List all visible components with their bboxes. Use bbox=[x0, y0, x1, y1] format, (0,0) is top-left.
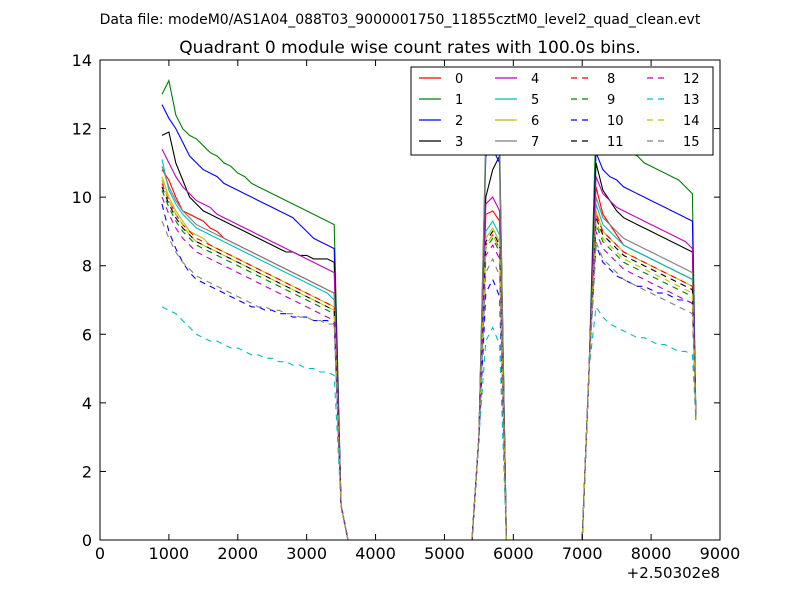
plot-frame bbox=[99, 59, 721, 541]
legend-label-13: 13 bbox=[683, 93, 700, 108]
legend-label-14: 14 bbox=[683, 114, 700, 129]
legend-label-12: 12 bbox=[683, 72, 700, 87]
x-tick-label: 4000 bbox=[355, 544, 396, 563]
legend-label-11: 11 bbox=[607, 135, 624, 150]
series-line-4 bbox=[161, 148, 697, 541]
series-line-12 bbox=[161, 196, 697, 541]
y-tick-label: 14 bbox=[72, 51, 92, 70]
legend-label-10: 10 bbox=[607, 114, 624, 129]
series-line-2 bbox=[161, 104, 697, 541]
series-line-11 bbox=[161, 186, 697, 541]
legend-label-7: 7 bbox=[531, 135, 539, 150]
y-tick-label: 0 bbox=[82, 531, 92, 550]
series-line-0 bbox=[161, 169, 697, 541]
legend-label-15: 15 bbox=[683, 135, 700, 150]
x-tick-label: 1000 bbox=[149, 544, 190, 563]
series-line-15 bbox=[161, 220, 697, 541]
legend-label-0: 0 bbox=[455, 72, 463, 87]
legend-label-9: 9 bbox=[607, 93, 615, 108]
legend-label-4: 4 bbox=[531, 72, 539, 87]
series-line-7 bbox=[161, 119, 697, 541]
legend-label-1: 1 bbox=[455, 93, 463, 108]
y-tick-label: 10 bbox=[72, 188, 92, 207]
chart-title: Quadrant 0 module wise count rates with … bbox=[179, 38, 640, 58]
y-tick-label: 12 bbox=[72, 120, 92, 139]
axis-ticks: 0 1000 2000 3000 4000 5000 6000 7000 8000 9000 0 2 4… bbox=[72, 51, 741, 563]
legend-box bbox=[410, 66, 714, 156]
legend-label-6: 6 bbox=[531, 114, 539, 129]
legend-label-8: 8 bbox=[607, 72, 615, 87]
x-offset-label: +2.50302e8 bbox=[627, 564, 720, 582]
legend-label-2: 2 bbox=[455, 114, 463, 129]
x-tick-label: 9000 bbox=[700, 544, 741, 563]
x-tick-label: 5000 bbox=[424, 544, 465, 563]
x-tick-label: 2000 bbox=[217, 544, 258, 563]
x-tick-label: 3000 bbox=[286, 544, 327, 563]
series-line-3 bbox=[161, 131, 697, 541]
series-line-9 bbox=[161, 190, 697, 541]
x-tick-label: 8000 bbox=[631, 544, 672, 563]
legend-label-5: 5 bbox=[531, 93, 539, 108]
x-tick-label: 6000 bbox=[493, 544, 534, 563]
y-tick-label: 6 bbox=[82, 325, 92, 344]
y-tick-label: 4 bbox=[82, 394, 92, 413]
series-lines bbox=[161, 78, 697, 541]
x-tick-label: 7000 bbox=[562, 544, 603, 563]
series-line-13 bbox=[161, 305, 697, 541]
suptitle: Data file: modeM0/AS1A04_088T03_90000017… bbox=[100, 12, 701, 28]
y-tick-label: 8 bbox=[82, 257, 92, 276]
legend-label-3: 3 bbox=[455, 135, 463, 150]
y-tick-label: 2 bbox=[82, 462, 92, 481]
x-tick-label: 0 bbox=[95, 544, 105, 563]
